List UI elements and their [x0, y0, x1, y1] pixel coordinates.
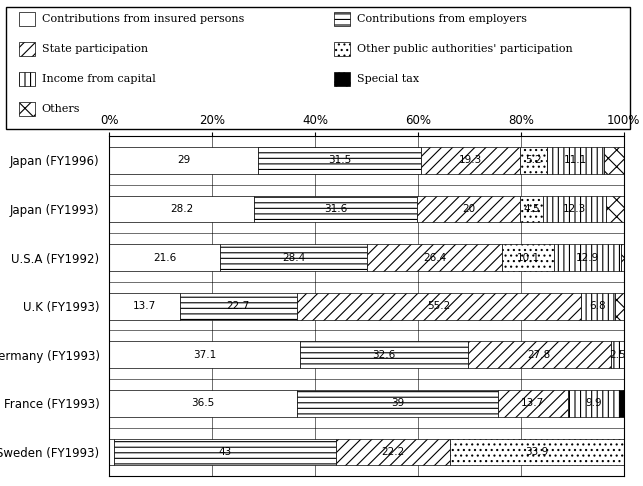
Text: 39: 39 — [391, 399, 404, 408]
Bar — [334, 72, 350, 86]
Text: 55.2: 55.2 — [427, 301, 450, 311]
Bar — [615, 293, 624, 320]
Text: 43: 43 — [219, 447, 231, 457]
Bar — [543, 196, 606, 223]
Text: 28.4: 28.4 — [282, 253, 305, 262]
Bar — [19, 12, 35, 26]
Bar — [417, 196, 520, 223]
Text: 19.3: 19.3 — [458, 156, 482, 165]
Bar — [367, 244, 502, 271]
Bar — [606, 196, 624, 223]
Text: 22.2: 22.2 — [381, 447, 404, 457]
Bar — [502, 244, 554, 271]
Bar — [520, 196, 543, 223]
Bar — [109, 342, 300, 368]
Bar — [568, 390, 619, 417]
Text: 29: 29 — [177, 156, 190, 165]
Bar — [554, 244, 620, 271]
Bar — [296, 293, 581, 320]
Text: 27.8: 27.8 — [528, 350, 551, 360]
Text: Contributions from employers: Contributions from employers — [357, 14, 527, 24]
Text: 9.9: 9.9 — [585, 399, 602, 408]
Bar — [611, 342, 624, 368]
Text: 11.1: 11.1 — [563, 156, 586, 165]
Bar — [300, 342, 468, 368]
Bar — [619, 390, 624, 417]
Bar — [19, 72, 35, 86]
Bar — [109, 439, 114, 466]
Bar — [334, 12, 350, 26]
Text: State participation: State participation — [42, 44, 148, 54]
Text: 22.7: 22.7 — [226, 301, 249, 311]
Bar — [109, 293, 180, 320]
Bar — [336, 439, 450, 466]
Text: 5.2: 5.2 — [525, 156, 541, 165]
Text: 10.1: 10.1 — [517, 253, 540, 262]
Bar — [581, 293, 615, 320]
Text: 13.7: 13.7 — [521, 399, 545, 408]
Text: 32.6: 32.6 — [372, 350, 395, 360]
Text: 4.5: 4.5 — [523, 204, 539, 214]
Bar — [334, 42, 350, 56]
Text: 12.3: 12.3 — [563, 204, 586, 214]
Text: 31.5: 31.5 — [328, 156, 351, 165]
Bar — [109, 196, 255, 223]
Bar — [114, 439, 336, 466]
Text: 6.8: 6.8 — [590, 301, 606, 311]
Text: Contributions from insured persons: Contributions from insured persons — [42, 14, 244, 24]
Bar — [620, 244, 624, 271]
Bar — [624, 342, 637, 368]
Text: 26.4: 26.4 — [423, 253, 446, 262]
Bar — [19, 102, 35, 116]
Bar — [255, 196, 417, 223]
Text: 31.6: 31.6 — [324, 204, 347, 214]
Text: Income from capital: Income from capital — [42, 74, 156, 84]
Bar — [520, 147, 547, 174]
Text: 33.9: 33.9 — [525, 447, 548, 457]
Bar — [604, 147, 624, 174]
Text: 20: 20 — [462, 204, 475, 214]
Bar — [19, 42, 35, 56]
Text: 36.5: 36.5 — [192, 399, 215, 408]
Text: 28.2: 28.2 — [170, 204, 194, 214]
Text: Special tax: Special tax — [357, 74, 419, 84]
Text: 2.5: 2.5 — [609, 350, 626, 360]
Bar — [109, 244, 221, 271]
Bar — [109, 147, 258, 174]
Bar — [468, 342, 611, 368]
Bar — [450, 439, 624, 466]
Text: 37.1: 37.1 — [193, 350, 216, 360]
Text: 21.6: 21.6 — [153, 253, 176, 262]
Bar — [180, 293, 296, 320]
Bar — [258, 147, 421, 174]
Text: 12.9: 12.9 — [576, 253, 599, 262]
Bar — [547, 147, 604, 174]
Bar — [297, 390, 498, 417]
Text: Others: Others — [42, 104, 80, 114]
Bar — [109, 390, 297, 417]
Bar — [498, 390, 568, 417]
Bar — [221, 244, 367, 271]
Text: Other public authorities' participation: Other public authorities' participation — [357, 44, 573, 54]
Bar — [421, 147, 520, 174]
Text: 13.7: 13.7 — [133, 301, 156, 311]
